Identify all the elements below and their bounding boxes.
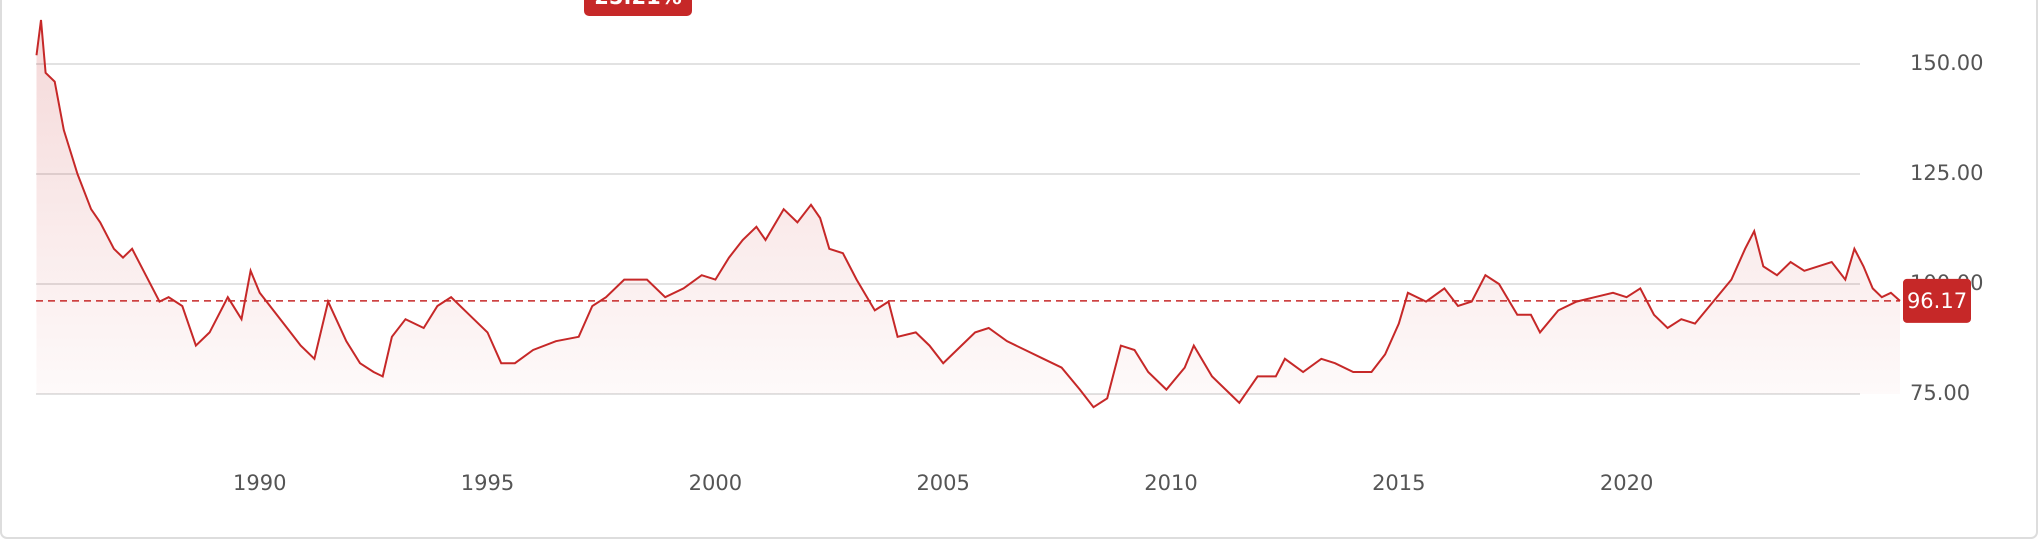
- annotation-badge: [584, 0, 692, 16]
- line: [35, 19, 1901, 409]
- y-tick-label: 150.00: [1910, 51, 1983, 75]
- x-tick-label: 1990: [233, 471, 286, 495]
- x-tick-label: 2020: [1600, 471, 1653, 495]
- x-tick-label: 2010: [1144, 471, 1197, 495]
- y-tick-label: 125.00: [1910, 161, 1983, 185]
- x-tick-label: 2015: [1372, 471, 1425, 495]
- annotation-label: 25.21%: [594, 0, 681, 9]
- last-value-label: 96.17: [1907, 289, 1967, 313]
- x-tick-label: 2000: [689, 471, 742, 495]
- y-tick-label: 75.00: [1910, 381, 1970, 405]
- area-fill: [36, 20, 1900, 408]
- last-value-badge: [1903, 278, 1971, 323]
- x-tick-label: 2005: [916, 471, 969, 495]
- x-tick-label: 1995: [461, 471, 514, 495]
